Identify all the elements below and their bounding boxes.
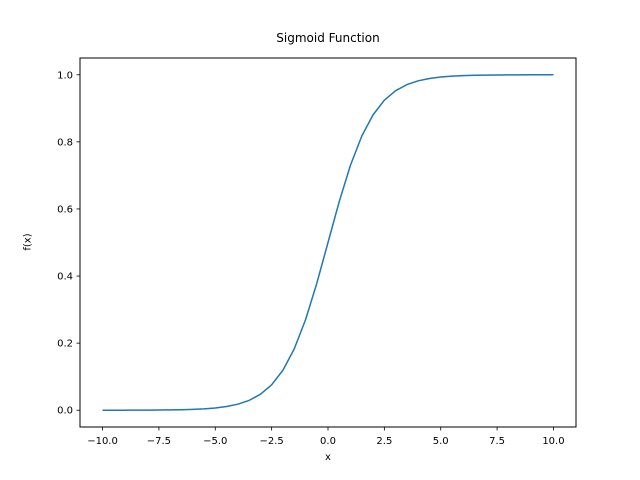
- x-tick-label: 5.0: [433, 436, 449, 447]
- x-tick-label: 0.0: [320, 436, 336, 447]
- y-tick-label: 1.0: [57, 70, 73, 81]
- chart-title: Sigmoid Function: [276, 31, 380, 45]
- sigmoid-line: [102, 74, 554, 411]
- x-tick-label: 7.5: [489, 436, 505, 447]
- y-tick-label: 0.0: [57, 406, 73, 417]
- x-tick-label: −10.0: [87, 436, 118, 447]
- x-tick-label: −2.5: [259, 436, 283, 447]
- x-tick-label: −7.5: [147, 436, 171, 447]
- y-tick-label: 0.8: [57, 137, 73, 148]
- x-axis-label: x: [325, 452, 331, 463]
- y-tick-label: 0.6: [57, 204, 73, 215]
- x-tick-label: 10.0: [542, 436, 564, 447]
- x-tick-label: 2.5: [376, 436, 392, 447]
- y-tick-label: 0.2: [57, 339, 73, 350]
- y-tick-label: 0.4: [57, 272, 73, 283]
- y-axis-label: f(x): [22, 233, 34, 251]
- x-tick-label: −5.0: [203, 436, 227, 447]
